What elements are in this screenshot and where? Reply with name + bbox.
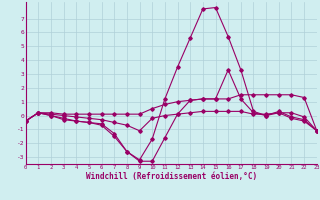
X-axis label: Windchill (Refroidissement éolien,°C): Windchill (Refroidissement éolien,°C) xyxy=(86,172,257,181)
